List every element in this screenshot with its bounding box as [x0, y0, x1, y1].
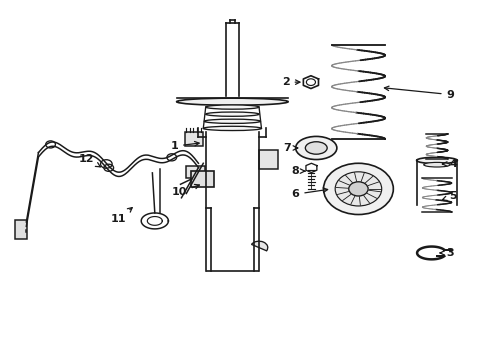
FancyBboxPatch shape: [190, 171, 214, 187]
Circle shape: [348, 182, 367, 196]
Ellipse shape: [416, 157, 456, 164]
Text: 11: 11: [110, 208, 132, 224]
Circle shape: [334, 172, 381, 206]
Text: 5: 5: [442, 191, 456, 201]
Text: 12: 12: [79, 154, 100, 167]
FancyBboxPatch shape: [184, 132, 203, 146]
Text: 4: 4: [442, 159, 456, 169]
Ellipse shape: [203, 126, 261, 131]
Text: 7: 7: [283, 143, 297, 153]
Ellipse shape: [305, 142, 326, 154]
Circle shape: [323, 163, 392, 215]
Wedge shape: [251, 241, 267, 251]
Ellipse shape: [205, 112, 259, 116]
Text: 10: 10: [171, 184, 199, 197]
Ellipse shape: [423, 162, 449, 167]
Ellipse shape: [204, 119, 260, 123]
Text: 9: 9: [384, 86, 453, 100]
Ellipse shape: [176, 98, 287, 105]
FancyBboxPatch shape: [15, 220, 27, 239]
Ellipse shape: [295, 136, 336, 159]
Text: 8: 8: [291, 166, 305, 176]
Text: 3: 3: [439, 248, 453, 258]
Text: 1: 1: [170, 141, 199, 151]
Text: 2: 2: [281, 77, 299, 87]
Ellipse shape: [205, 105, 259, 109]
FancyBboxPatch shape: [186, 166, 204, 178]
Text: 6: 6: [291, 188, 327, 199]
FancyBboxPatch shape: [259, 150, 278, 169]
